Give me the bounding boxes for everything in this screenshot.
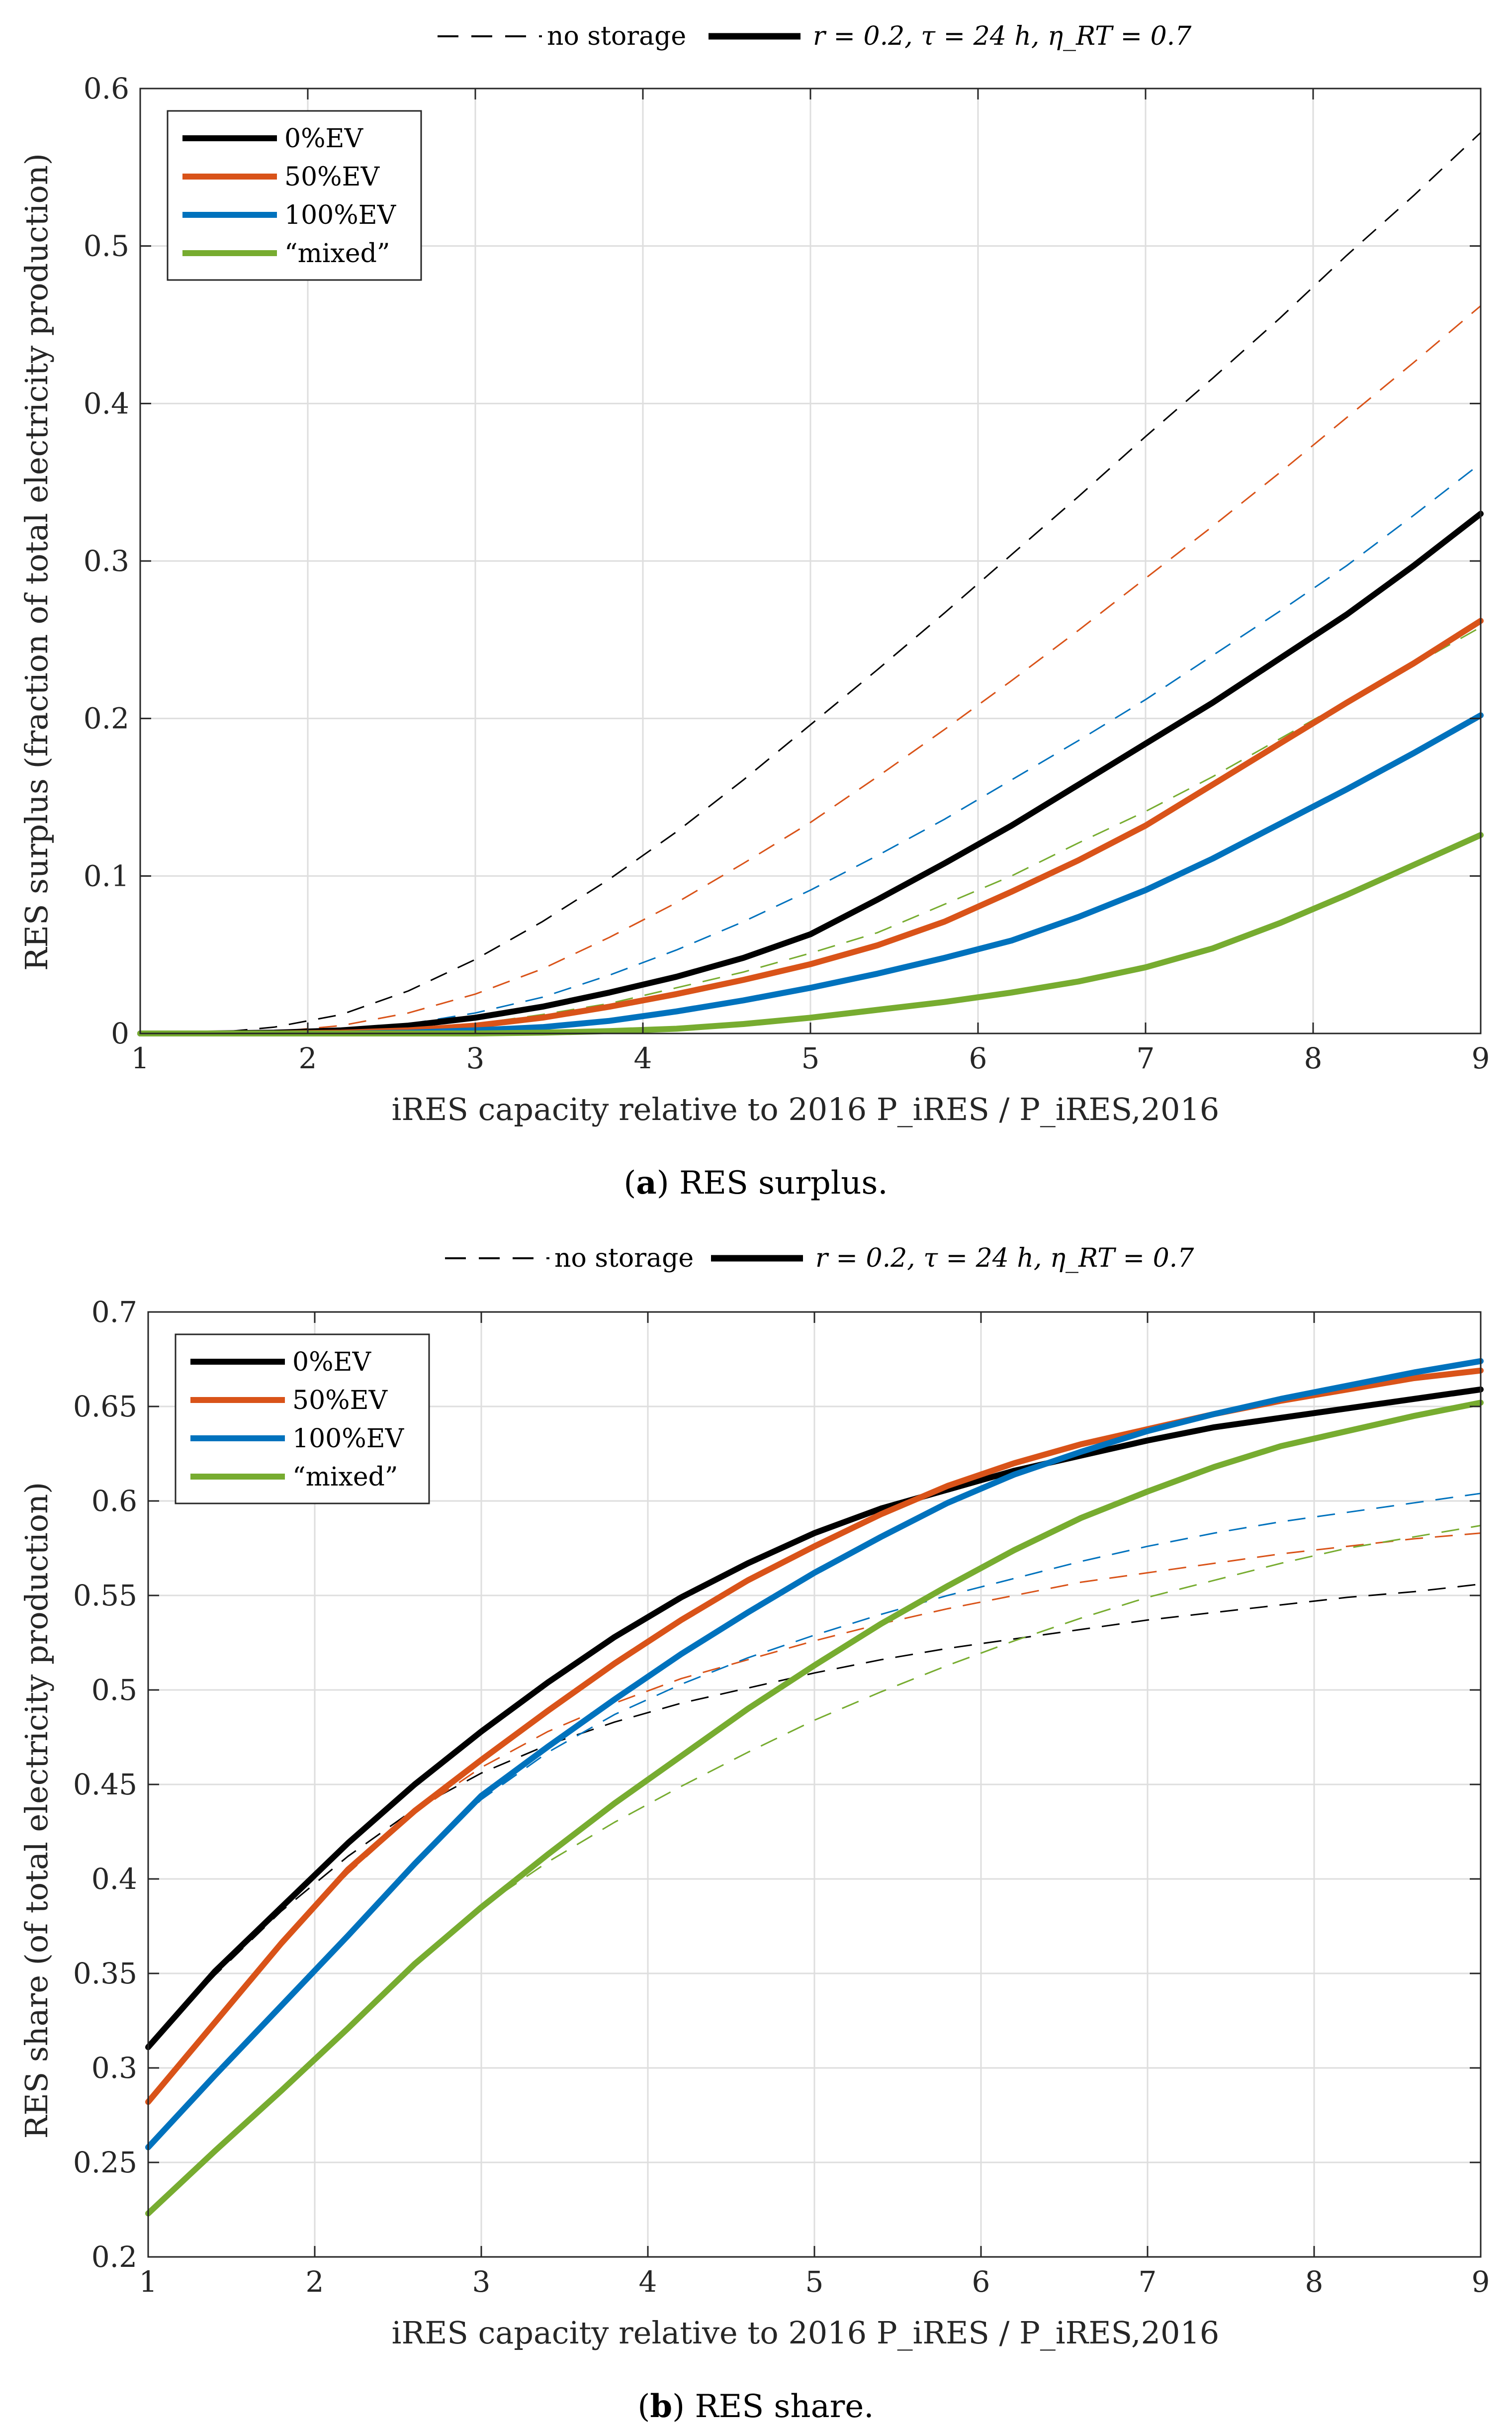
legend-a: 0%EV 50%EV 100%EV “mixed” [167, 110, 422, 281]
caption-a-label: a [636, 1164, 656, 1202]
legend-entry-label: 50%EV [284, 162, 380, 192]
y-tick-label: 0.25 [73, 2146, 137, 2179]
legend-no-storage-label: no storage [554, 1243, 694, 1273]
caption-b: (b) RES share. [637, 2388, 874, 2425]
x-tick-label: 2 [306, 2265, 324, 2299]
x-tick-label: 1 [139, 2265, 158, 2299]
y-tick-label: 0.7 [91, 1295, 137, 1329]
x-tick-label: 4 [634, 1041, 652, 1075]
y-tick-label: 0.6 [84, 72, 129, 105]
y-tick-label: 0.6 [91, 1484, 137, 1518]
x-tick-label: 2 [299, 1041, 317, 1075]
series-line-50pctev-no-storage [140, 305, 1481, 1034]
legend-b: 0%EV 50%EV 100%EV “mixed” [175, 1333, 430, 1504]
legend-storage-label: r = 0.2, τ = 24 h, η_RT = 0.7 [815, 1243, 1194, 1273]
legend-storage-text: r = 0.2, τ = 24 h, η_RT = 0.7 [815, 1243, 1194, 1273]
axes-b: 1 2 3 4 5 6 7 8 9 0.2 0.25 0.3 0.35 0.4 0.45 0.5 0.55 0.6… [73, 1295, 1490, 2299]
panel-b: no storage r = 0.2, τ = 24 h, η_RT = 0.7… [18, 1243, 1490, 2425]
series-line-0pctev-no-storage [140, 132, 1482, 1034]
y-tick-label: 0.4 [84, 386, 129, 420]
y-tick-label: 0.4 [91, 1862, 137, 1896]
caption-a-text: RES surplus. [679, 1165, 888, 1202]
x-tick-label: 1 [131, 1041, 150, 1075]
y-tick-label: 0.35 [73, 1957, 137, 1990]
legend-entry-label: 100%EV [292, 1424, 405, 1454]
y-tick-label: 0.2 [84, 702, 129, 736]
y-tick-label: 0 [111, 1017, 129, 1050]
x-tick-label: 6 [969, 1041, 987, 1075]
top-legend-a: no storage r = 0.2, τ = 24 h, η_RT = 0.7 [438, 21, 1192, 51]
caption-a: (a) RES surplus. [623, 1164, 888, 1202]
y-tick-label: 0.3 [84, 544, 129, 578]
panel-a: no storage r = 0.2, τ = 24 h, η_RT = 0.7… [18, 21, 1490, 1202]
x-axis-label-a: iRES capacity relative to 2016 P_iRES / … [392, 1091, 1220, 1127]
x-tick-label: 8 [1304, 1041, 1323, 1075]
series-line-0pctev-storage [145, 1386, 1484, 2051]
y-tick-label: 0.3 [91, 2051, 137, 2085]
legend-storage-text: r = 0.2, τ = 24 h, η_RT = 0.7 [813, 21, 1192, 51]
top-legend-b: no storage r = 0.2, τ = 24 h, η_RT = 0.7 [445, 1243, 1194, 1273]
x-tick-label: 7 [1139, 2265, 1157, 2299]
legend-entry-label: “mixed” [292, 1462, 398, 1492]
x-tick-label: 6 [972, 2265, 990, 2299]
y-tick-label: 0.2 [91, 2240, 137, 2274]
series-b [145, 1358, 1484, 2217]
y-tick-label: 0.55 [73, 1579, 137, 1612]
caption-b-text: RES share. [695, 2388, 874, 2425]
x-tick-label: 8 [1305, 2265, 1324, 2299]
legend-entry-label: “mixed” [284, 239, 390, 269]
y-tick-label: 0.45 [73, 1768, 137, 1801]
x-tick-label: 3 [466, 1041, 485, 1075]
x-tick-label: 5 [801, 1041, 820, 1075]
axes-a: 1 2 3 4 5 6 7 8 9 0 0.1 0.2 0.3 0.4 0.5 0.6 [84, 72, 1490, 1075]
series-line-100pctev-storage [145, 1358, 1484, 2150]
x-tick-label: 5 [805, 2265, 824, 2299]
series-line-100pctev-no-storage [147, 1493, 1481, 2148]
legend-entry-label: 50%EV [292, 1386, 388, 1415]
x-tick-label: 9 [1472, 2265, 1490, 2299]
x-tick-label: 4 [639, 2265, 657, 2299]
series-line-0pctev-no-storage [147, 1583, 1481, 2048]
legend-storage-label: r = 0.2, τ = 24 h, η_RT = 0.7 [813, 21, 1192, 51]
legend-entry-label: 100%EV [284, 200, 397, 230]
x-axis-label-b: iRES capacity relative to 2016 P_iRES / … [392, 2315, 1220, 2351]
legend-entry-label: 0%EV [284, 124, 363, 154]
y-axis-label-b: RES share (of total electricity producti… [18, 1482, 55, 2139]
series-line-0pctev-storage [137, 511, 1484, 1036]
caption-b-label: b [650, 2388, 672, 2425]
y-tick-label: 0.5 [91, 1673, 137, 1707]
legend-no-storage-label: no storage [547, 21, 686, 51]
y-tick-label: 0.5 [84, 229, 129, 263]
legend-entry-label: 0%EV [292, 1347, 371, 1377]
y-axis-label-a: RES surplus (fraction of total electrici… [18, 153, 55, 971]
x-tick-label: 7 [1137, 1041, 1155, 1075]
y-tick-label: 0.1 [84, 859, 129, 893]
x-tick-label: 3 [472, 2265, 491, 2299]
x-tick-label: 9 [1472, 1041, 1490, 1075]
series-line-mixed-storage [145, 1400, 1484, 2217]
y-tick-label: 0.65 [73, 1390, 137, 1423]
